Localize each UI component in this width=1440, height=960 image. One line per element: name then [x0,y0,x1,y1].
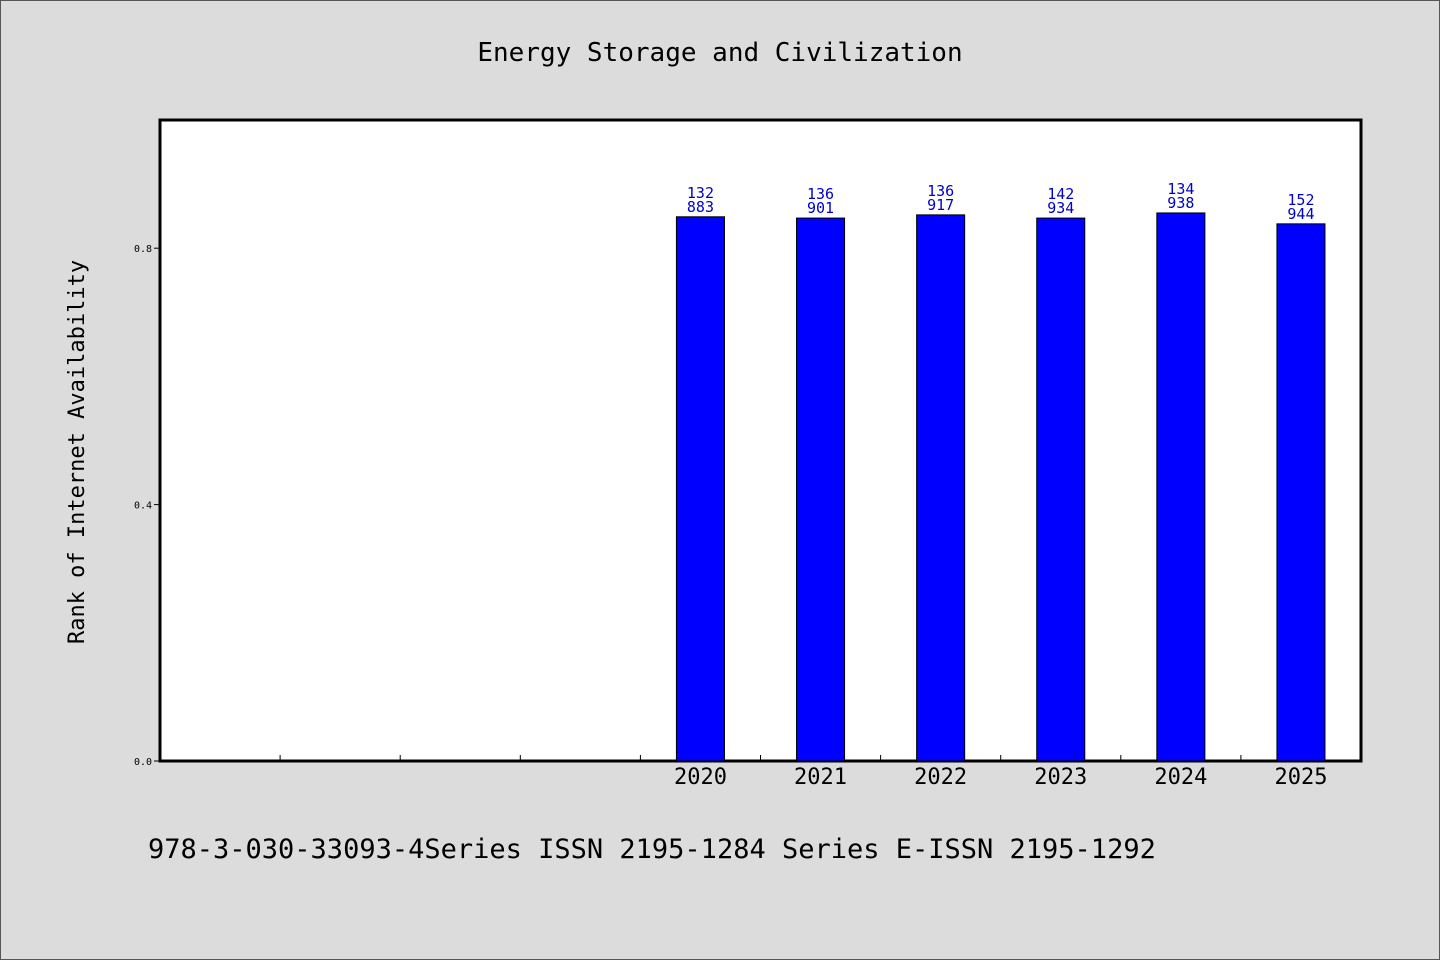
x-tick-label: 2020 [674,765,727,790]
y-tick-label: 0.4 [134,501,152,512]
x-tick-label: 2022 [914,765,967,790]
data-label-bottom: 938 [1167,194,1194,212]
y-axis-label: Rank of Internet Availability [65,260,90,644]
data-label-top: 152 [1287,191,1314,209]
footer-isbn-issn: 978-3-030-33093-4Series ISSN 2195-1284 S… [148,834,1156,865]
data-label-top: 136 [807,185,834,203]
chart-title: Energy Storage and Civilization [477,38,962,68]
bar-2025 [1276,223,1326,762]
bar-2021 [796,217,846,762]
data-label-top: 142 [1047,185,1074,203]
x-tick-label: 2025 [1274,765,1327,790]
data-label-bottom: 944 [1287,205,1314,223]
x-tick-label: 2023 [1034,765,1087,790]
data-label-top: 134 [1167,180,1194,198]
bar-2024 [1156,212,1206,762]
data-label-bottom: 934 [1047,199,1074,217]
data-label-bottom: 901 [807,199,834,217]
bar-2022 [916,214,966,762]
bar-series [675,212,1326,762]
x-axis-ticks: 2020 2021 2022 2023 2024 2025 [279,755,1327,790]
y-tick-label: 0.8 [134,244,152,255]
y-tick-label: 0.0 [134,757,152,768]
x-tick-label: 2024 [1154,765,1207,790]
data-label-top: 132 [687,184,714,202]
y-axis-ticks: 0.0 0.4 0.8 [134,244,160,768]
data-label-bottom: 883 [687,198,714,216]
data-label-top: 136 [927,182,954,200]
bar-2023 [1036,217,1086,762]
data-label-bottom: 917 [927,196,954,214]
bar-2020 [675,216,725,762]
x-tick-label: 2021 [794,765,847,790]
